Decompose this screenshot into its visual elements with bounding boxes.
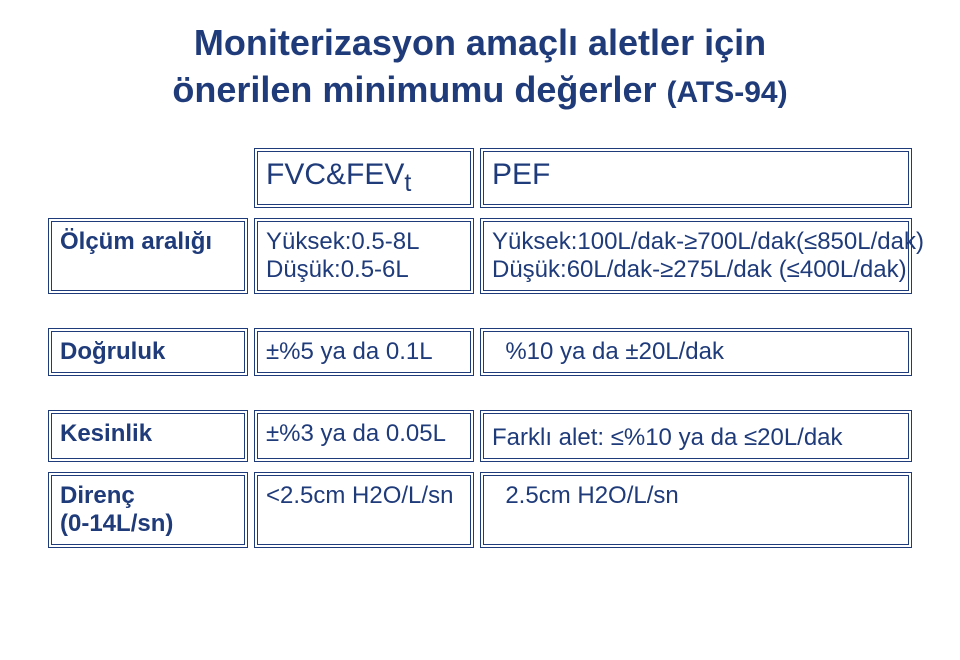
title-line-1: Moniterizasyon amaçlı aletler için (42, 20, 918, 67)
row1-label-text: Ölçüm aralığı (60, 228, 212, 255)
spacer (48, 386, 912, 400)
slide-title: Moniterizasyon amaçlı aletler için öneri… (42, 20, 918, 114)
title-line-2: önerilen minimumu değerler (ATS-94) (42, 67, 918, 114)
row-direnc: Direnç(0-14L/sn)<2.5cm H2O/L/sn 2.5cm H2… (48, 472, 912, 548)
row2-c3-text: %10 ya da ±20L/dak (492, 338, 724, 365)
row2-c3: %10 ya da ±20L/dak (480, 328, 912, 376)
row3-c3: Farklı alet: ≤%10 ya da ≤20L/dak (480, 410, 912, 462)
row4-c2: <2.5cm H2O/L/sn (254, 472, 474, 548)
header-pef: PEF (480, 148, 912, 208)
header-pef-text: PEF (492, 158, 550, 191)
row-olcum-araligi: Ölçüm aralığı Yüksek:0.5-8L Düşük:0.5-6L… (48, 218, 912, 294)
row1-c3-line2: Düşük:60L/dak-≥275L/dak (≤400L/dak) (492, 256, 900, 284)
header-blank (48, 148, 248, 208)
slide: Moniterizasyon amaçlı aletler için öneri… (0, 0, 960, 660)
row3-c2: ±%3 ya da 0.05L (254, 410, 474, 462)
row2-label-text: Doğruluk (60, 338, 165, 365)
row2-c2-text: ±%5 ya da 0.1L (266, 338, 433, 365)
row2-c2: ±%5 ya da 0.1L (254, 328, 474, 376)
title-line-2b: (ATS-94) (666, 76, 787, 109)
header-fvcfev-sub: t (404, 169, 411, 197)
row2-label: Doğruluk (48, 328, 248, 376)
header-fvcfev-text: FVC&FEV (266, 158, 404, 191)
row1-c3: Yüksek:100L/dak-≥700L/dak(≤850L/dak) Düş… (480, 218, 912, 294)
row4-label: Direnç(0-14L/sn) (48, 472, 248, 548)
row1-c2-line1: Yüksek:0.5-8L (266, 228, 462, 256)
row4-c3: 2.5cm H2O/L/sn (480, 472, 912, 548)
row1-c2-line2: Düşük:0.5-6L (266, 256, 462, 284)
row1-label: Ölçüm aralığı (48, 218, 248, 294)
spacer (48, 304, 912, 318)
row1-c2: Yüksek:0.5-8L Düşük:0.5-6L (254, 218, 474, 294)
title-line-2a: önerilen minimumu değerler (172, 69, 666, 110)
row-dogruluk: Doğruluk ±%5 ya da 0.1L %10 ya da ±20L/d… (48, 328, 912, 376)
specs-table: FVC&FEVt PEF Ölçüm aralığı Yüksek:0.5-8L… (42, 138, 918, 558)
row-kesinlik: Kesinlik±%3 ya da 0.05LFarklı alet: ≤%10… (48, 410, 912, 462)
row1-c3-line1: Yüksek:100L/dak-≥700L/dak(≤850L/dak) (492, 228, 900, 256)
table-header-row: FVC&FEVt PEF (48, 148, 912, 208)
header-fvcfev: FVC&FEVt (254, 148, 474, 208)
row3-label: Kesinlik (48, 410, 248, 462)
